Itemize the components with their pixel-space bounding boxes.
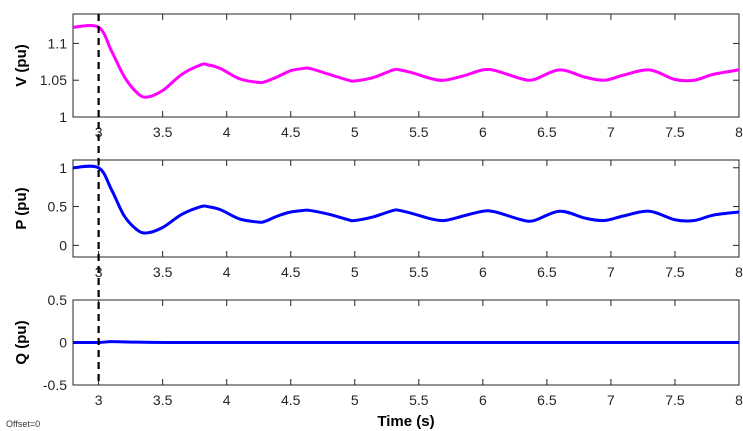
voltage-xtick-label: 8: [735, 124, 743, 140]
reactive-xtick-label: 8: [735, 392, 743, 408]
voltage-series-line: [73, 24, 739, 99]
voltage-xtick-label: 4.5: [281, 124, 301, 140]
reactive-xtick-label: 6: [479, 392, 487, 408]
power-ytick-label: 0: [59, 237, 67, 253]
voltage-xtick-label: 7.5: [665, 124, 685, 140]
power-ytick-label: 0.5: [48, 199, 68, 215]
power-xtick-label: 7.5: [665, 264, 685, 280]
voltage-xtick-label: 3.5: [153, 124, 173, 140]
voltage-xtick-label: 5: [351, 124, 359, 140]
reactive-y-axis-label: Q (pu): [13, 320, 30, 364]
reactive-ytick-label: -0.5: [43, 377, 67, 393]
power-xtick-label: 4: [223, 264, 231, 280]
power-axes-box: [72, 159, 740, 258]
voltage-ytick-label: 1: [59, 109, 67, 125]
power-xtick-label: 5: [351, 264, 359, 280]
voltage-xtick-label: 4: [223, 124, 231, 140]
reactive-xtick-label: 3.5: [153, 392, 173, 408]
power-xtick-label: 6: [479, 264, 487, 280]
power-xtick-label: 5.5: [409, 264, 429, 280]
voltage-panel: 3 3.5 4 4.5 5 5.5 6 6.5 7 7.5 8 1 1.05 1.1 V (pu): [13, 13, 743, 140]
voltage-xtick-label: 7: [607, 124, 615, 140]
voltage-xtick-label: 3: [95, 124, 103, 140]
power-xtick-label: 8: [735, 264, 743, 280]
voltage-xtick-label: 5.5: [409, 124, 429, 140]
voltage-ytick-label: 1.05: [40, 72, 67, 88]
voltage-y-axis-label: V (pu): [13, 44, 30, 87]
power-series-line: [73, 164, 739, 235]
reactive-ytick-label: 0: [59, 335, 67, 351]
reactive-xtick-label: 5.5: [409, 392, 429, 408]
power-ytick-label: 1: [59, 160, 67, 176]
power-xtick-label: 6.5: [537, 264, 557, 280]
reactive-xtick-label: 4: [223, 392, 231, 408]
reactive-xtick-label: 5: [351, 392, 359, 408]
reactive-panel: 3 3.5 4 4.5 5 5.5 6 6.5 7 7.5 8 -0.5 0 0.5 Q (pu): [13, 292, 743, 408]
reactive-xtick-label: 3: [95, 392, 103, 408]
reactive-ytick-label: 0.5: [48, 292, 68, 308]
x-axis-label: Time (s): [377, 413, 434, 430]
voltage-xtick-label: 6.5: [537, 124, 557, 140]
power-xtick-label: 7: [607, 264, 615, 280]
power-xtick-label: 3.5: [153, 264, 173, 280]
reactive-xtick-label: 7.5: [665, 392, 685, 408]
reactive-xtick-label: 4.5: [281, 392, 301, 408]
voltage-ytick-label: 1.1: [48, 35, 68, 51]
reactive-xtick-label: 7: [607, 392, 615, 408]
reactive-xtick-label: 6.5: [537, 392, 557, 408]
reactive-series-line: [73, 340, 739, 345]
offset-label: Offset=0: [6, 419, 41, 429]
power-y-axis-label: P (pu): [13, 187, 30, 229]
power-xtick-label: 4.5: [281, 264, 301, 280]
plot-panels: 3 3.5 4 4.5 5 5.5 6 6.5 7 7.5 8 1 1.05 1.1 V (pu) 3 3.5 4…: [13, 13, 743, 408]
voltage-axes-box: [72, 13, 740, 118]
voltage-xtick-label: 6: [479, 124, 487, 140]
